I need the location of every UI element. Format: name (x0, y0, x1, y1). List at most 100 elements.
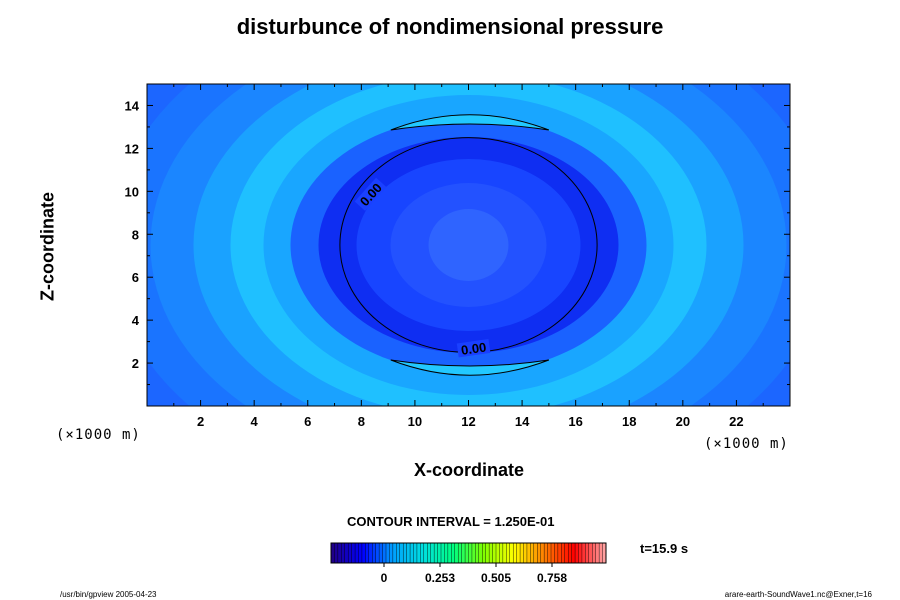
x-axis-unit: (×1000 m) (704, 436, 789, 452)
contour-label: 0.00 (460, 340, 487, 358)
colorbar-cell (530, 542, 535, 564)
contour-interval-label: CONTOUR INTERVAL = 1.250E-01 (347, 514, 555, 529)
x-tick-label: 6 (304, 414, 311, 429)
colorbar-cell (585, 542, 590, 564)
colorbar-tick-label: 0.505 (481, 571, 511, 585)
colorbar-cell (502, 542, 507, 564)
colorbar-cell (554, 542, 559, 564)
colorbar-cell (557, 542, 562, 564)
x-tick-label: 14 (515, 414, 530, 429)
colorbar-cell (475, 542, 480, 564)
colorbar: 0 0.253 0.505 0.758 (330, 542, 607, 585)
colorbar-cell (519, 542, 524, 564)
colorbar-cell (392, 542, 397, 564)
colorbar-cell (351, 542, 356, 564)
colorbar-cell (564, 542, 569, 564)
y-tick-label: 8 (132, 227, 139, 242)
colorbar-cell (478, 542, 483, 564)
colorbar-cell (468, 542, 473, 564)
colorbar-cell (402, 542, 408, 564)
colorbar-cell (368, 542, 373, 564)
colorbar-cell (543, 542, 549, 564)
colorbar-cell (561, 542, 566, 564)
colorbar-cell (375, 542, 380, 564)
y-axis-label: Z-coordinate (37, 192, 58, 302)
footer-left: /usr/bin/gpview 2005-04-23 (60, 590, 157, 599)
colorbar-cell (406, 542, 411, 564)
y-tick-label: 6 (132, 270, 139, 285)
colorbar-cell (509, 542, 514, 564)
colorbar-cell (451, 542, 456, 564)
y-tick-label: 2 (132, 356, 139, 371)
contour-label-bg (456, 339, 491, 358)
field-layer (147, 84, 790, 406)
colorbar-cell (574, 542, 579, 564)
colorbar-cell (409, 542, 414, 564)
colorbar-cell (447, 542, 452, 564)
colorbar-cell (334, 542, 339, 564)
colorbar-cell (440, 542, 445, 564)
colorbar-cell (423, 542, 428, 564)
colorbar-cell (433, 542, 439, 564)
colorbar-cell (581, 542, 586, 564)
field-band (428, 209, 509, 281)
colorbar-cell (420, 542, 425, 564)
colorbar-cell (354, 542, 359, 564)
colorbar-cell (358, 542, 363, 564)
colorbar-cell (382, 542, 387, 564)
x-tick-label: 2 (197, 414, 204, 429)
colorbar-cell (378, 542, 384, 564)
colorbar-cell (499, 542, 504, 564)
colorbar-cell (344, 542, 349, 564)
colorbar-tick-label: 0.253 (425, 571, 455, 585)
colorbar-cell (482, 542, 487, 564)
colorbar-cell (598, 542, 604, 564)
contour-crescent-top (390, 114, 550, 131)
colorbar-cell (578, 542, 583, 564)
x-tick-label: 22 (729, 414, 743, 429)
colorbar-cell (385, 542, 390, 564)
colorbar-cell (471, 542, 476, 564)
colorbar-cell (427, 542, 432, 564)
y-tick-label: 12 (125, 141, 139, 156)
colorbar-cell (537, 542, 542, 564)
colorbar-cell (437, 542, 442, 564)
colorbar-cell (461, 542, 466, 564)
y-axis-unit: (×1000 m) (56, 427, 141, 443)
colorbar-cell (454, 542, 459, 564)
x-tick-label: 8 (358, 414, 365, 429)
plot-area (147, 84, 790, 406)
colorbar-cell (416, 542, 421, 564)
colorbar-cell (389, 542, 394, 564)
colorbar-cell (347, 542, 353, 564)
contour-lines: 0.000.00 (339, 114, 598, 376)
colorbar-cell (592, 542, 597, 564)
colorbar-frame (330, 542, 607, 564)
chart-title: disturbunce of nondimensional pressure (236, 14, 664, 39)
colorbar-cell (547, 542, 552, 564)
colorbar-cell (512, 542, 518, 564)
y-tick-label: 14 (125, 98, 140, 113)
colorbar-cell (372, 542, 377, 564)
colorbar-cell (337, 542, 342, 564)
y-tick-label: 10 (125, 184, 139, 199)
x-tick-label: 18 (622, 414, 636, 429)
footer-right: arare-earth-SoundWave1.nc@Exner,t=16 (724, 590, 872, 599)
colorbar-cell (430, 542, 435, 564)
colorbar-cell (399, 542, 404, 564)
x-tick-label: 20 (676, 414, 690, 429)
colorbar-cell (330, 542, 335, 564)
contour-crescent-bottom (390, 359, 550, 376)
colorbar-cell (488, 542, 494, 564)
colorbar-cell (444, 542, 449, 564)
colorbar-cell (457, 542, 463, 564)
colorbar-cell (540, 542, 545, 564)
y-tick-label: 4 (132, 313, 140, 328)
x-tick-label: 16 (568, 414, 582, 429)
colorbar-cell (506, 542, 511, 564)
colorbar-cell (595, 542, 600, 564)
time-label: t=15.9 s (640, 541, 689, 556)
colorbar-tick-label: 0 (381, 571, 388, 585)
